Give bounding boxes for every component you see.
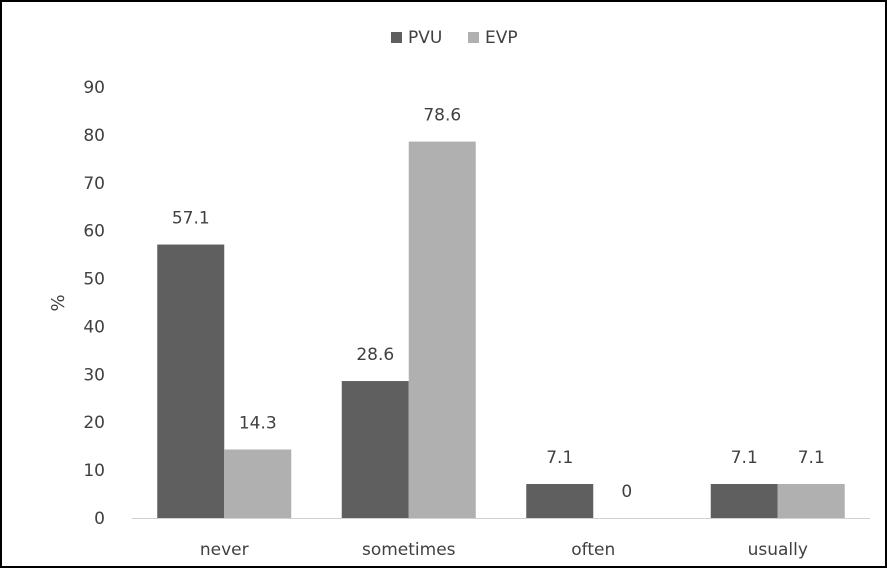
y-axis-ticks: 0 10 20 30 40 50 60 70 80 90 [83,78,105,529]
y-axis-label: % [48,294,69,311]
bar-pvu-often [526,483,594,518]
y-tick-label: 10 [83,461,105,481]
data-label-evp-sometimes: 78.6 [423,106,461,126]
legend-label-evp: EVP [485,28,518,48]
category-label: never [200,540,249,560]
legend: PVU EVP [391,28,518,48]
category-label: sometimes [362,540,456,560]
bar-evp-never [224,449,292,518]
data-labels: 57.1 14.3 28.6 78.6 7.1 0 7.1 7.1 [172,106,825,502]
data-label-evp-never: 14.3 [239,414,277,434]
y-tick-label: 40 [83,317,105,337]
data-label-pvu-often: 7.1 [546,448,573,468]
legend-swatch-evp [468,32,479,43]
bars [157,141,845,519]
data-label-evp-often: 0 [621,482,632,502]
data-label-pvu-sometimes: 28.6 [356,345,394,365]
y-tick-label: 90 [83,78,105,98]
legend-label-pvu: PVU [408,28,442,48]
y-tick-label: 70 [83,174,105,194]
y-tick-label: 50 [83,270,105,290]
legend-swatch-pvu [391,32,402,43]
data-label-pvu-never: 57.1 [172,209,210,229]
y-tick-label: 0 [94,509,105,529]
category-labels: never sometimes often usually [200,540,808,560]
bar-pvu-never [157,244,225,518]
y-tick-label: 80 [83,126,105,146]
data-label-pvu-usually: 7.1 [731,448,758,468]
bar-evp-usually [777,483,845,518]
y-tick-label: 60 [83,222,105,242]
bar-pvu-sometimes [341,381,409,518]
y-tick-label: 20 [83,413,105,433]
category-label: usually [748,540,808,560]
y-tick-label: 30 [83,365,105,385]
bar-pvu-usually [710,483,778,518]
data-label-evp-usually: 7.1 [798,448,825,468]
category-label: often [571,540,615,560]
bar-evp-sometimes [408,141,476,519]
